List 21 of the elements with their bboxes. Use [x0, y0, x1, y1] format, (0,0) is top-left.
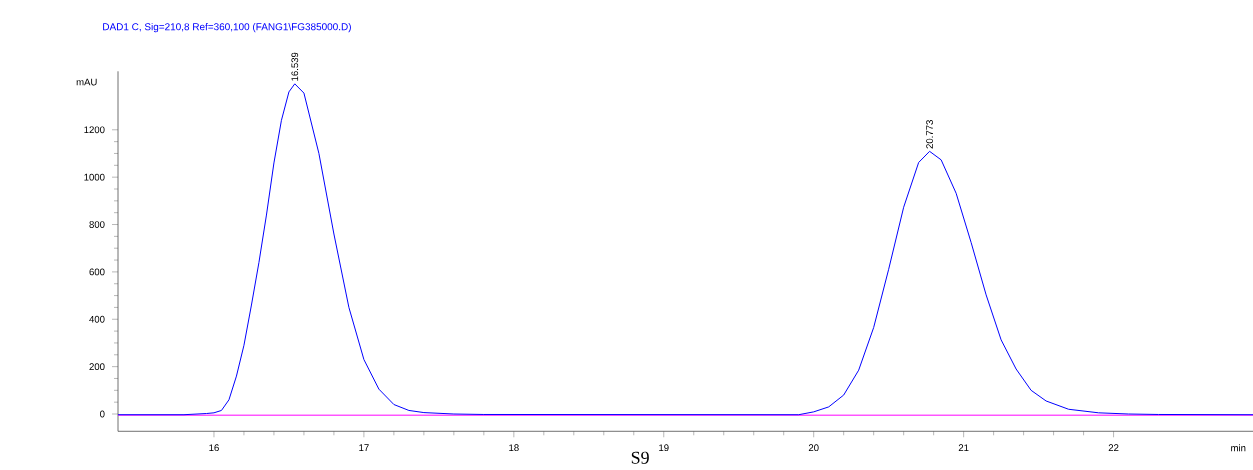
- x-tick-label: 18: [509, 444, 519, 452]
- y-tick-label: 800: [89, 221, 105, 228]
- x-tick-label: 20: [808, 444, 819, 452]
- y-axis-title: mAU: [76, 78, 97, 86]
- y-tick-label: 600: [89, 268, 105, 276]
- annotation: 16.539: [291, 52, 299, 81]
- line-series: [117, 83, 1253, 416]
- x-tick-label: 22: [1108, 444, 1119, 452]
- x-tick-label: 21: [958, 444, 969, 452]
- y-tick-label: 0: [100, 410, 105, 418]
- chart-title: DAD1 C, Sig=210,8 Ref=360,100 (FANG1\FG385000.D): [103, 22, 351, 33]
- annotation: 20.773: [926, 120, 933, 149]
- x-tick-label: 19: [659, 444, 669, 452]
- y-tick-label: 200: [89, 363, 105, 371]
- x-tick-label: 17: [359, 444, 369, 451]
- x-axis-title: min: [1231, 444, 1246, 452]
- x-tick-label: 16: [209, 444, 219, 452]
- y-tick-label: 400: [89, 315, 105, 323]
- text: S9: [631, 451, 649, 464]
- y-tick-label: 1200: [84, 126, 105, 134]
- y-tick-label: 1000: [84, 173, 105, 181]
